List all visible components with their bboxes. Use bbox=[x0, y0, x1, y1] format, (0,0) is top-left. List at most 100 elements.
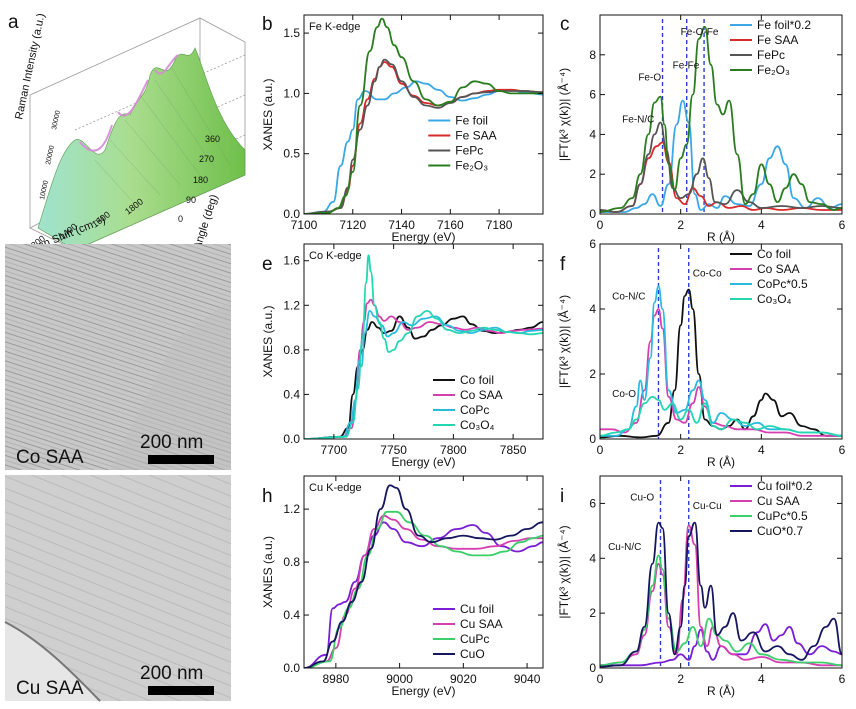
y-tick-label: 0.5 bbox=[283, 147, 300, 161]
x-tick-label: 7100 bbox=[291, 218, 318, 232]
y-tick-label: 0.4 bbox=[283, 387, 300, 401]
y-tick-label: 2 bbox=[589, 167, 596, 181]
legend-label: Fe SAA bbox=[455, 128, 496, 142]
panel-letter-e: e bbox=[262, 254, 273, 275]
x-tick-label: 4 bbox=[758, 218, 765, 232]
y-tick-label: 6 bbox=[589, 237, 596, 251]
tem-edge-line-g bbox=[4, 621, 101, 702]
tem-image-panel-g: g Cu SAA 200 nm bbox=[4, 475, 231, 702]
legend-label: FePc bbox=[455, 143, 483, 157]
x-tick-label: 8980 bbox=[323, 672, 350, 686]
raman-surface bbox=[37, 47, 246, 251]
axes-frame bbox=[599, 14, 843, 215]
legend-label: CuPc*0.5 bbox=[757, 509, 808, 523]
legend-label: Cu foil*0.2 bbox=[757, 479, 813, 493]
series-group bbox=[600, 521, 842, 668]
x-axis-label: R (Å) bbox=[707, 454, 735, 469]
panel-letter-h: h bbox=[262, 486, 273, 507]
legend-label: CuPc bbox=[460, 632, 489, 646]
x-tick-label: 4 bbox=[758, 672, 765, 686]
y-tick-label: 2 bbox=[589, 367, 596, 381]
legend-label: Fe foil bbox=[455, 113, 488, 127]
raman-itick: 30000 bbox=[51, 110, 62, 131]
y-axis-label: |FT(k³ χ(k))| (Å⁻⁴) bbox=[556, 68, 571, 161]
panel-letter-c: c bbox=[560, 14, 570, 35]
y-tick-label: 0.0 bbox=[283, 432, 300, 446]
legend-label: Cu SAA bbox=[757, 494, 800, 508]
legend-label: Fe₂O₃ bbox=[757, 63, 790, 77]
raman-ztick: 90 bbox=[186, 195, 196, 205]
x-tick-label: 2 bbox=[677, 443, 684, 457]
series-line bbox=[600, 121, 842, 213]
y-tick-label: 1.2 bbox=[283, 298, 300, 312]
peak-annotation: Cu-N/C bbox=[608, 542, 641, 553]
x-tick-label: 7700 bbox=[321, 443, 348, 457]
series-line bbox=[600, 288, 842, 439]
x-tick-label: 6 bbox=[839, 218, 846, 232]
series-line bbox=[600, 521, 842, 668]
chart-e: e 7700 7750 7800 7850 0.0 0.4 0.8 1.2 1.6 Energy (… bbox=[261, 243, 544, 469]
scale-bar-g bbox=[148, 686, 214, 695]
y-tick-label: 0.8 bbox=[283, 343, 300, 357]
series-line bbox=[304, 309, 543, 439]
scale-label-d: 200 nm bbox=[140, 432, 203, 453]
sample-label-g: Cu SAA bbox=[16, 678, 84, 699]
series-line bbox=[304, 484, 543, 668]
y-tick-label: 6 bbox=[589, 496, 596, 510]
raman-itick: 10000 bbox=[39, 180, 50, 201]
series-group bbox=[304, 254, 543, 439]
legend-label: Co SAA bbox=[757, 262, 800, 276]
series-line bbox=[304, 61, 543, 214]
chart-title: Co K-edge bbox=[309, 250, 362, 262]
panel-letter-f: f bbox=[560, 254, 566, 275]
legend-label: CuO bbox=[460, 647, 485, 661]
x-tick-label: 7140 bbox=[388, 218, 415, 232]
series-group bbox=[600, 285, 842, 439]
y-tick-label: 1.2 bbox=[283, 502, 300, 516]
y-tick-label: 8 bbox=[589, 48, 596, 62]
y-tick-label: 0.0 bbox=[283, 661, 300, 675]
y-tick-label: 4 bbox=[589, 302, 596, 316]
peak-annotation: Fe-Fe bbox=[673, 61, 700, 72]
series-line bbox=[304, 80, 543, 214]
x-tick-label: 6 bbox=[839, 443, 846, 457]
series-line bbox=[600, 308, 842, 437]
x-tick-label: 7800 bbox=[440, 443, 467, 457]
series-group bbox=[304, 484, 543, 668]
x-tick-label: 0 bbox=[597, 443, 604, 457]
raman-intensity-ticks: 10000 20000 30000 bbox=[39, 110, 62, 201]
axes-frame bbox=[599, 243, 843, 440]
y-tick-label: 0.8 bbox=[283, 555, 300, 569]
chart-f: f 0 2 4 6 0 2 4 6 R (Å) |FT(k³ χ(k))| (Å⁻⁴) Co-Co Co… bbox=[556, 237, 846, 469]
chart-i: i 0 2 4 6 0 2 4 6 R (Å) |FT(k³ χ(k))| (Å⁻⁴) Cu-O Cu-… bbox=[556, 475, 846, 698]
chart-h: h 8980 9000 9020 9040 0.0 0.4 0.8 1.2 Energy (eV)… bbox=[261, 475, 544, 698]
x-tick-label: 7120 bbox=[339, 218, 366, 232]
raman-itick: 20000 bbox=[45, 145, 56, 166]
y-axis-label: XANES (a.u.) bbox=[261, 78, 275, 150]
sample-label-d: Co SAA bbox=[16, 447, 84, 468]
tem-image-panel-d: d Co SAA 200 nm bbox=[5, 244, 231, 470]
peak-annotation: Co-Co bbox=[693, 269, 722, 280]
peak-annotation: Cu-Cu bbox=[693, 501, 722, 512]
raman-ztick: 180 bbox=[193, 175, 208, 185]
legend-label: FePc bbox=[757, 48, 785, 62]
x-axis-label: Energy (eV) bbox=[391, 684, 455, 698]
series-line bbox=[600, 285, 842, 437]
y-tick-label: 0 bbox=[589, 661, 596, 675]
series-line bbox=[304, 315, 543, 439]
peak-annotation: Fe-O-Fe bbox=[681, 27, 719, 38]
x-tick-label: 7850 bbox=[500, 443, 527, 457]
peak-annotation: Co-O bbox=[612, 389, 636, 400]
legend-label: Cu SAA bbox=[460, 617, 503, 631]
chart-b: b 7100 7120 7140 7160 7180 0.0 0.5 1.0 1.5 Energy … bbox=[261, 14, 544, 244]
legend-label: Co foil bbox=[460, 373, 494, 387]
chart-title: Fe K-edge bbox=[309, 21, 360, 33]
x-tick-label: 2 bbox=[677, 672, 684, 686]
legend-label: Co₃O₄ bbox=[460, 418, 495, 432]
x-tick-label: 7180 bbox=[486, 218, 513, 232]
legend-label: Cu foil bbox=[460, 602, 494, 616]
